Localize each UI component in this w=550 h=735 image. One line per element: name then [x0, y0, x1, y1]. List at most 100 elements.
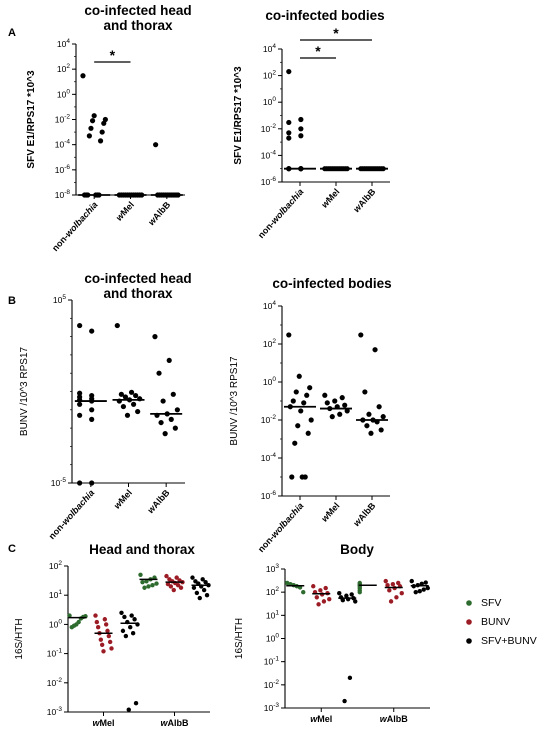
chart-6: Body 16S/HTH 103 102 101 100 10-1 10-2 10-3 wMel w… — [234, 542, 430, 724]
data-point — [364, 423, 370, 429]
x-tick-label: wMel — [319, 501, 341, 524]
chart-2: co-infected bodies SFV E1/RPS17 *10^3 104 1… — [233, 8, 390, 240]
data-point — [342, 698, 347, 704]
data-point — [77, 401, 83, 407]
x-tick-label: wMel — [114, 200, 136, 223]
y-tick-label: 10-4 — [261, 149, 277, 160]
legend: SFV BUNV SFV+BUNV — [466, 597, 537, 647]
y-tick-label: 100 — [57, 88, 70, 99]
data-point — [337, 411, 343, 417]
legend-label: BUNV — [481, 616, 510, 628]
chart-5: Head and thorax 16S/HTH 102 101 100 10-1 10-2 1… — [14, 542, 211, 728]
data-point — [366, 411, 372, 417]
x-tick-label: wAlbB — [351, 186, 378, 214]
y-tick-label: 10-6 — [55, 164, 71, 175]
data-point — [318, 588, 323, 593]
y-tick-label: 10-4 — [55, 139, 71, 150]
data-point — [98, 637, 104, 642]
data-point — [128, 625, 133, 630]
data-point — [298, 408, 304, 414]
chart-title: and thorax — [103, 18, 173, 33]
data-point — [286, 119, 292, 126]
data-point — [329, 414, 335, 420]
data-point — [162, 431, 168, 437]
panel-label-a: A — [8, 27, 16, 39]
panel-label-c: C — [8, 543, 16, 555]
y-axis-label: SFV E1/RPS17 *10^3 — [26, 70, 37, 169]
data-point — [89, 416, 95, 422]
data-point — [358, 332, 364, 338]
data-point — [154, 581, 159, 586]
data-point — [77, 412, 83, 418]
y-tick-label: 100 — [263, 96, 276, 107]
chart-4: co-infected bodies BUNV /10^3 RPS17 104 102… — [229, 276, 392, 554]
data-point — [118, 391, 124, 397]
data-point — [305, 430, 311, 436]
y-tick-label: 10-5 — [51, 477, 67, 488]
data-point — [168, 584, 174, 589]
y-tick-label: 10-3 — [264, 702, 280, 713]
data-point — [105, 628, 110, 634]
data-point — [298, 126, 304, 132]
data-point — [388, 599, 394, 604]
data-point — [380, 414, 386, 420]
data-point — [316, 602, 321, 607]
data-point — [107, 639, 113, 645]
y-tick-label: 104 — [57, 38, 70, 49]
data-point — [101, 649, 106, 654]
y-tick-label: 102 — [266, 586, 279, 597]
data-point — [166, 357, 172, 364]
data-point — [114, 322, 120, 329]
data-point — [357, 589, 362, 595]
y-axis-label: BUNV /10^3 RPS17 — [229, 356, 240, 446]
y-tick-label: 10-8 — [55, 189, 71, 200]
data-point — [324, 400, 330, 406]
data-point — [293, 389, 299, 395]
data-point — [86, 133, 92, 139]
x-tick-label: wMel — [92, 718, 114, 728]
data-point — [133, 701, 139, 706]
data-point — [200, 577, 205, 582]
data-point — [191, 585, 197, 590]
y-tick-label: 101 — [49, 589, 62, 600]
data-point — [99, 129, 105, 135]
data-point — [376, 404, 382, 410]
y-tick-label: 10-2 — [55, 114, 71, 125]
data-point — [190, 575, 195, 580]
data-point — [109, 646, 114, 651]
y-tick-label: 103 — [266, 563, 279, 574]
data-point — [394, 595, 399, 600]
data-point — [120, 628, 126, 634]
y-tick-label: 101 — [266, 609, 279, 620]
data-point — [299, 474, 305, 480]
data-point — [78, 616, 84, 621]
data-point — [323, 585, 328, 591]
data-point — [204, 593, 210, 598]
data-point — [368, 430, 374, 436]
data-point — [123, 633, 129, 639]
data-point — [77, 390, 83, 396]
data-point — [413, 589, 418, 595]
data-point — [286, 68, 292, 75]
data-point — [153, 142, 159, 148]
legend-marker — [466, 600, 472, 606]
data-point — [120, 403, 127, 410]
data-point — [132, 617, 137, 622]
data-point — [140, 579, 145, 585]
x-tick-label: wAlbB — [351, 500, 378, 528]
data-point — [421, 587, 426, 592]
data-point — [164, 573, 169, 579]
y-axis-label: BUNV /10^3 RPS17 — [19, 346, 30, 436]
data-point — [102, 617, 108, 622]
data-point — [332, 398, 338, 404]
data-point — [203, 579, 208, 585]
data-point — [146, 584, 151, 589]
data-point — [99, 642, 105, 648]
chart-title: Body — [340, 542, 374, 557]
data-point — [133, 392, 139, 399]
x-tick-label: wAlbB — [380, 714, 409, 724]
chart-title: and thorax — [103, 286, 173, 301]
data-point — [390, 582, 396, 587]
chart-title: co-infected bodies — [265, 8, 384, 23]
y-axis-label: 16S/HTH — [14, 618, 25, 659]
